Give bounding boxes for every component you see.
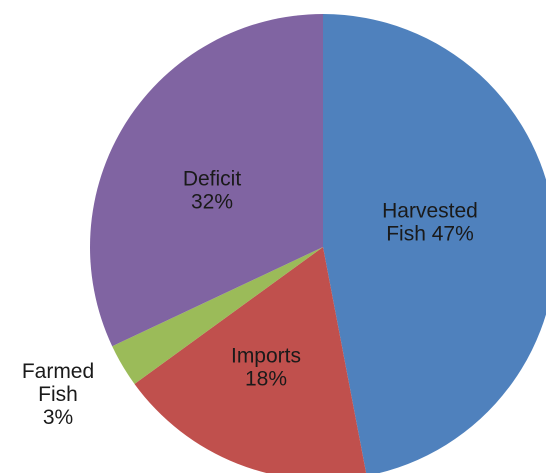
pie-label-line: Fish (38, 383, 78, 406)
pie-label-line: 3% (43, 406, 73, 429)
pie-slice-farmed-fish (112, 247, 324, 384)
pie-label-harvested-fish: Harvested Fish 47% (382, 200, 478, 246)
pie-label-farmed-fish: Farmed Fish 3% (22, 360, 94, 429)
pie-slice-harvested-fish (323, 14, 546, 473)
pie-label-line: Farmed (22, 360, 94, 383)
pie-labels: Harvested Fish 47% Imports 18% Farmed Fish 3% D… (22, 168, 478, 430)
pie-label-imports: Imports 18% (231, 345, 301, 391)
pie-label-line: Deficit (183, 168, 242, 191)
pie-label-line: 18% (245, 368, 287, 391)
pie-slice-imports (134, 247, 367, 473)
pie-slice-deficit (90, 14, 324, 347)
pie-label-line: 32% (191, 191, 233, 214)
pie-label-line: Fish 47% (386, 223, 474, 246)
pie-label-line: Harvested (382, 200, 478, 223)
pie-slices (90, 14, 546, 473)
pie-label-deficit: Deficit 32% (183, 168, 242, 214)
pie-label-line: Imports (231, 345, 301, 368)
